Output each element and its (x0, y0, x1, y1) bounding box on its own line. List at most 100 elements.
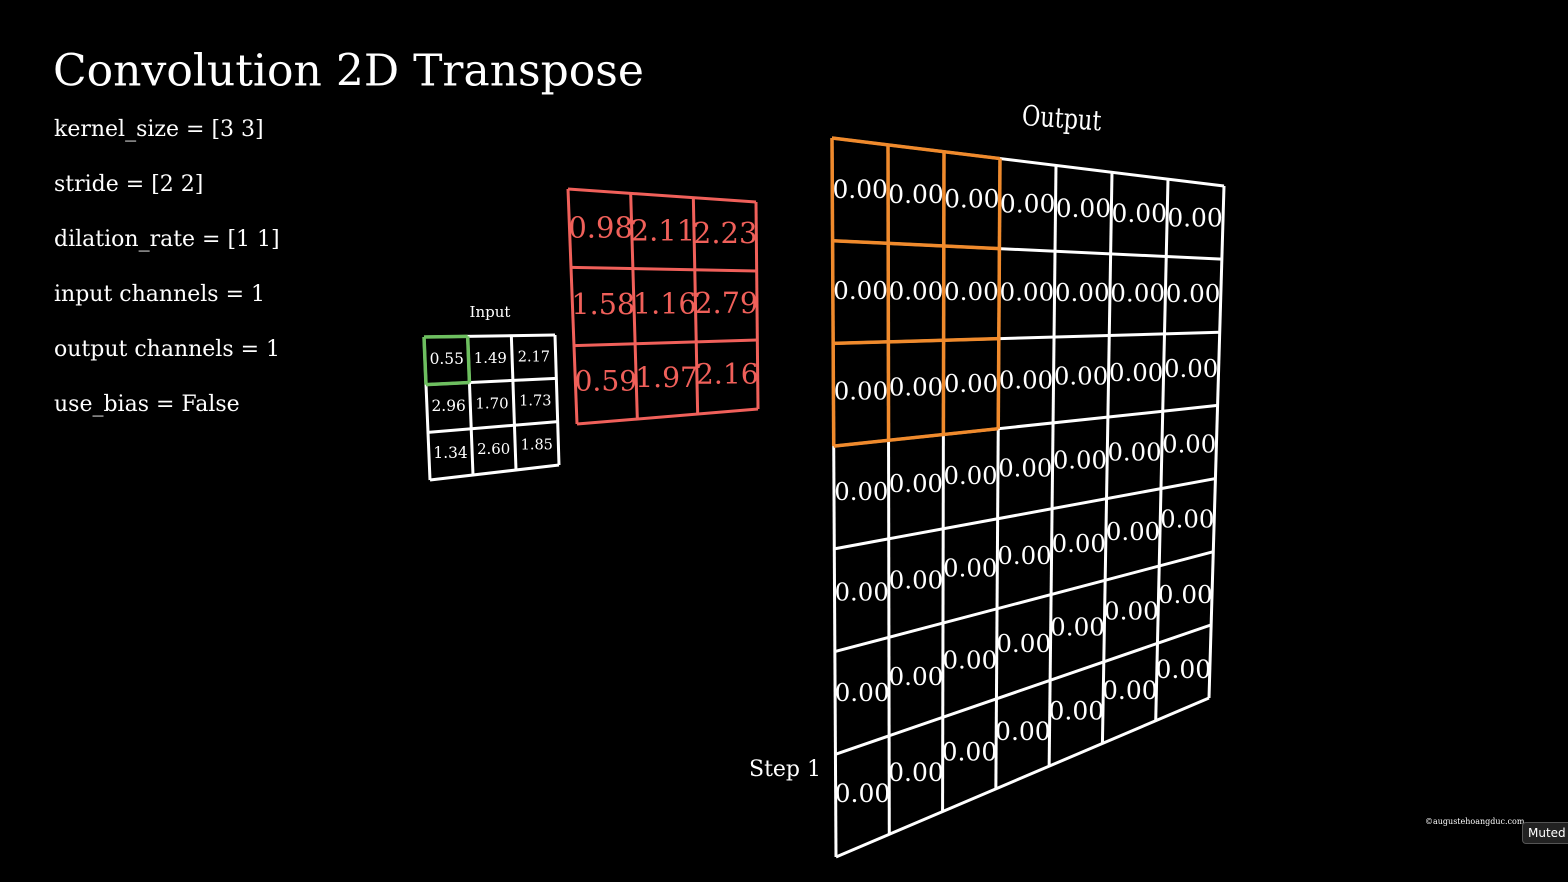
cell-value: 0.00 (1109, 358, 1163, 387)
cell-value: 0.00 (1166, 279, 1221, 308)
grid-line (1100, 172, 1114, 744)
grid-line (754, 201, 760, 410)
cell-value: 0.00 (999, 277, 1054, 306)
grid-line (553, 334, 561, 466)
grid-line (834, 623, 1212, 756)
cell-value: 0.00 (1000, 189, 1055, 218)
cell-value: 0.00 (1167, 204, 1222, 233)
cell-value: 1.70 (475, 394, 508, 412)
cell-value: 0.00 (1110, 278, 1165, 307)
grid-line (427, 420, 558, 434)
step-label: Step 1 (749, 757, 821, 782)
grid-line (834, 477, 1216, 551)
cell-value: 0.00 (999, 365, 1053, 394)
grid-line (835, 696, 1210, 859)
cell-value: 0.00 (1050, 613, 1105, 642)
grid-line (1154, 179, 1170, 721)
param: output channels = 1 (54, 337, 280, 362)
grid-line (423, 334, 468, 339)
param: use_bias = False (54, 392, 240, 417)
title: Convolution 2D Transpose (53, 46, 644, 97)
cell-value: 0.00 (1056, 194, 1111, 223)
cell-value: 0.00 (1102, 676, 1158, 705)
grid-line (576, 407, 759, 426)
cell-value: 1.16 (633, 287, 697, 321)
grid-line (830, 137, 836, 447)
cell-value: 2.16 (696, 358, 759, 391)
grid-line (429, 463, 560, 482)
cell-value: 0.00 (888, 758, 944, 787)
cell-value: 0.00 (1104, 596, 1159, 625)
cell-value: 0.00 (944, 369, 998, 398)
cell-value: 0.00 (942, 645, 997, 674)
output-label: Output (1021, 98, 1103, 137)
cell-value: 0.00 (835, 578, 889, 607)
cell-value: 2.79 (694, 286, 758, 320)
cell-value: 0.00 (835, 779, 891, 808)
cell-value: 0.00 (889, 565, 943, 594)
cell-value: 0.00 (997, 541, 1051, 570)
cell-value: 1.58 (571, 287, 635, 321)
grid-line (629, 193, 639, 420)
grid-line (567, 187, 757, 204)
grid-line (509, 335, 518, 471)
grid-line (573, 338, 758, 348)
cell-value: 0.00 (888, 662, 943, 691)
cell-value: 0.00 (943, 553, 997, 582)
cell-value: 2.11 (631, 213, 696, 247)
cell-value: 1.97 (635, 361, 698, 394)
grid-line (570, 265, 757, 273)
cell-value: 0.00 (996, 629, 1051, 658)
cell-value: 0.00 (834, 376, 888, 405)
cell-value: 0.00 (1052, 529, 1106, 558)
cell-value: 0.00 (1106, 517, 1160, 546)
cell-value: 0.00 (1158, 580, 1213, 609)
cell-value: 1.73 (519, 393, 551, 409)
cell-value: 2.60 (477, 440, 510, 458)
grid-line (422, 336, 428, 385)
cell-value: 0.00 (888, 180, 943, 209)
cell-value: 0.00 (1160, 505, 1214, 534)
watermark: ©augustehoangduc.com (1425, 817, 1525, 826)
grid-line (691, 197, 700, 415)
param: input channels = 1 (54, 282, 265, 307)
grid-line (425, 380, 470, 387)
cell-value: 2.17 (518, 349, 550, 365)
cell-value: 0.00 (998, 453, 1052, 482)
cell-value: 0.00 (1162, 429, 1216, 458)
cell-value: 0.00 (833, 276, 888, 305)
grid-line (832, 238, 1000, 251)
cell-value: 1.49 (474, 349, 507, 367)
cell-value: 0.59 (574, 365, 637, 398)
grid-line (1207, 185, 1226, 699)
cell-value: 0.00 (944, 461, 998, 490)
cell-value: 0.00 (1107, 437, 1161, 466)
cell-value: 0.00 (835, 678, 890, 707)
cell-value: 0.00 (1155, 655, 1211, 684)
grid-line (833, 336, 999, 346)
param: dilation_rate = [1 1] (54, 227, 280, 252)
cell-value: 0.00 (942, 738, 998, 767)
param: stride = [2 2] (54, 172, 203, 197)
grid-line (996, 158, 1002, 429)
muted-badge[interactable]: Muted (1522, 822, 1568, 844)
cell-value: 0.00 (1055, 278, 1110, 307)
cell-value: 0.55 (430, 350, 464, 368)
cell-value: 0.00 (1054, 362, 1108, 391)
grid-line (831, 136, 1001, 161)
grid-line (465, 336, 472, 383)
grid-line (834, 550, 1214, 654)
cell-value: 0.00 (995, 717, 1051, 746)
cell-value: 0.00 (1053, 445, 1107, 474)
cell-value: 0.00 (944, 185, 999, 214)
cell-value: 1.85 (521, 437, 553, 453)
grid-line (566, 188, 579, 425)
cell-value: 0.00 (832, 175, 887, 204)
grid-line (1047, 165, 1058, 767)
cell-value: 0.98 (568, 211, 633, 245)
cell-value: 0.00 (1164, 354, 1218, 383)
param: kernel_size = [3 3] (54, 117, 264, 142)
cell-value: 0.00 (1049, 696, 1105, 725)
